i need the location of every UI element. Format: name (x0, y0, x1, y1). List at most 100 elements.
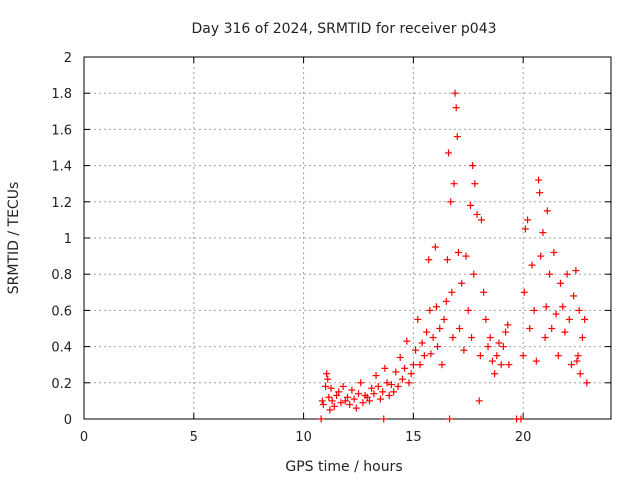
data-point (578, 334, 586, 342)
data-point (352, 404, 360, 412)
data-point (432, 303, 440, 311)
data-point (526, 325, 534, 332)
data-point (455, 325, 463, 332)
data-point (330, 402, 338, 410)
data-point (412, 346, 420, 354)
data-point (475, 397, 483, 405)
data-point (398, 375, 406, 383)
data-point (528, 261, 536, 269)
data-point (370, 390, 378, 398)
x-tick-label: 20 (515, 430, 532, 445)
data-point (396, 353, 404, 361)
data-point (482, 315, 490, 323)
data-point (502, 328, 510, 336)
data-point (480, 288, 488, 296)
x-tick-label: 5 (190, 430, 198, 445)
data-point (429, 334, 437, 342)
x-tick-label: 10 (295, 430, 312, 445)
data-point (324, 375, 332, 383)
plot-frame (83, 56, 612, 420)
data-point (493, 352, 501, 360)
data-point (460, 346, 468, 354)
data-point (344, 393, 351, 401)
y-tick-label: 1.4 (51, 160, 72, 175)
data-point (519, 352, 527, 360)
data-point (423, 328, 431, 336)
data-point (532, 357, 540, 365)
data-point (357, 379, 365, 387)
data-point (335, 388, 343, 396)
chart-title: Day 316 of 2024, SRMTID for receiver p04… (191, 21, 496, 37)
data-point (546, 270, 554, 278)
y-tick-label: 1.2 (51, 196, 72, 211)
data-point (440, 315, 448, 323)
y-tick-label: 0 (64, 413, 72, 428)
data-point (552, 310, 560, 318)
data-point (542, 303, 550, 311)
data-point (574, 352, 582, 360)
data-point (469, 162, 477, 170)
data-point (563, 270, 571, 278)
data-point (372, 372, 380, 380)
y-tick-label: 2 (64, 51, 72, 66)
data-point (484, 343, 492, 351)
y-tick-label: 0.8 (51, 268, 72, 283)
data-point (449, 334, 457, 342)
data-point (436, 325, 444, 332)
data-point (541, 334, 549, 342)
data-point (450, 180, 458, 188)
data-point (550, 248, 558, 256)
data-point (407, 370, 415, 378)
data-point (381, 364, 389, 372)
x-tick-label: 15 (405, 430, 422, 445)
data-point (495, 339, 503, 347)
data-point (363, 393, 371, 401)
data-point (539, 229, 547, 237)
data-point (420, 352, 428, 360)
x-axis-label: GPS time / hours (285, 459, 402, 475)
y-tick-label: 0.4 (51, 341, 72, 356)
data-point (405, 379, 413, 387)
data-point (390, 388, 398, 396)
data-point (447, 198, 455, 206)
data-point (477, 216, 485, 224)
data-point (341, 397, 349, 405)
data-point (451, 89, 459, 97)
data-point (581, 315, 589, 323)
data-point (521, 225, 529, 233)
data-point (473, 210, 481, 218)
data-point (453, 133, 461, 141)
data-point (530, 306, 538, 314)
y-tick-label: 0.2 (51, 377, 72, 392)
data-point (346, 401, 354, 409)
data-point (466, 201, 474, 209)
data-point (543, 207, 551, 215)
data-point (327, 384, 335, 392)
data-point (414, 315, 422, 323)
data-point (462, 252, 470, 260)
data-point (322, 382, 330, 390)
data-point (454, 248, 462, 256)
data-point (323, 370, 331, 378)
data-point (448, 288, 456, 296)
data-point (409, 361, 417, 369)
data-point (570, 292, 578, 300)
data-point (565, 315, 573, 323)
data-point (486, 334, 494, 342)
data-point (438, 361, 446, 369)
data-point (348, 386, 356, 394)
data-point (567, 361, 575, 369)
data-point (368, 384, 376, 392)
data-point (385, 391, 393, 399)
data-point (520, 288, 528, 296)
data-point (426, 306, 434, 314)
y-tick-label: 0.6 (51, 304, 72, 319)
data-point (394, 382, 402, 390)
data-point (468, 334, 476, 342)
data-point (434, 343, 442, 351)
data-point (488, 357, 496, 365)
data-point (575, 306, 583, 314)
data-point (458, 279, 466, 287)
data-point (561, 328, 569, 336)
